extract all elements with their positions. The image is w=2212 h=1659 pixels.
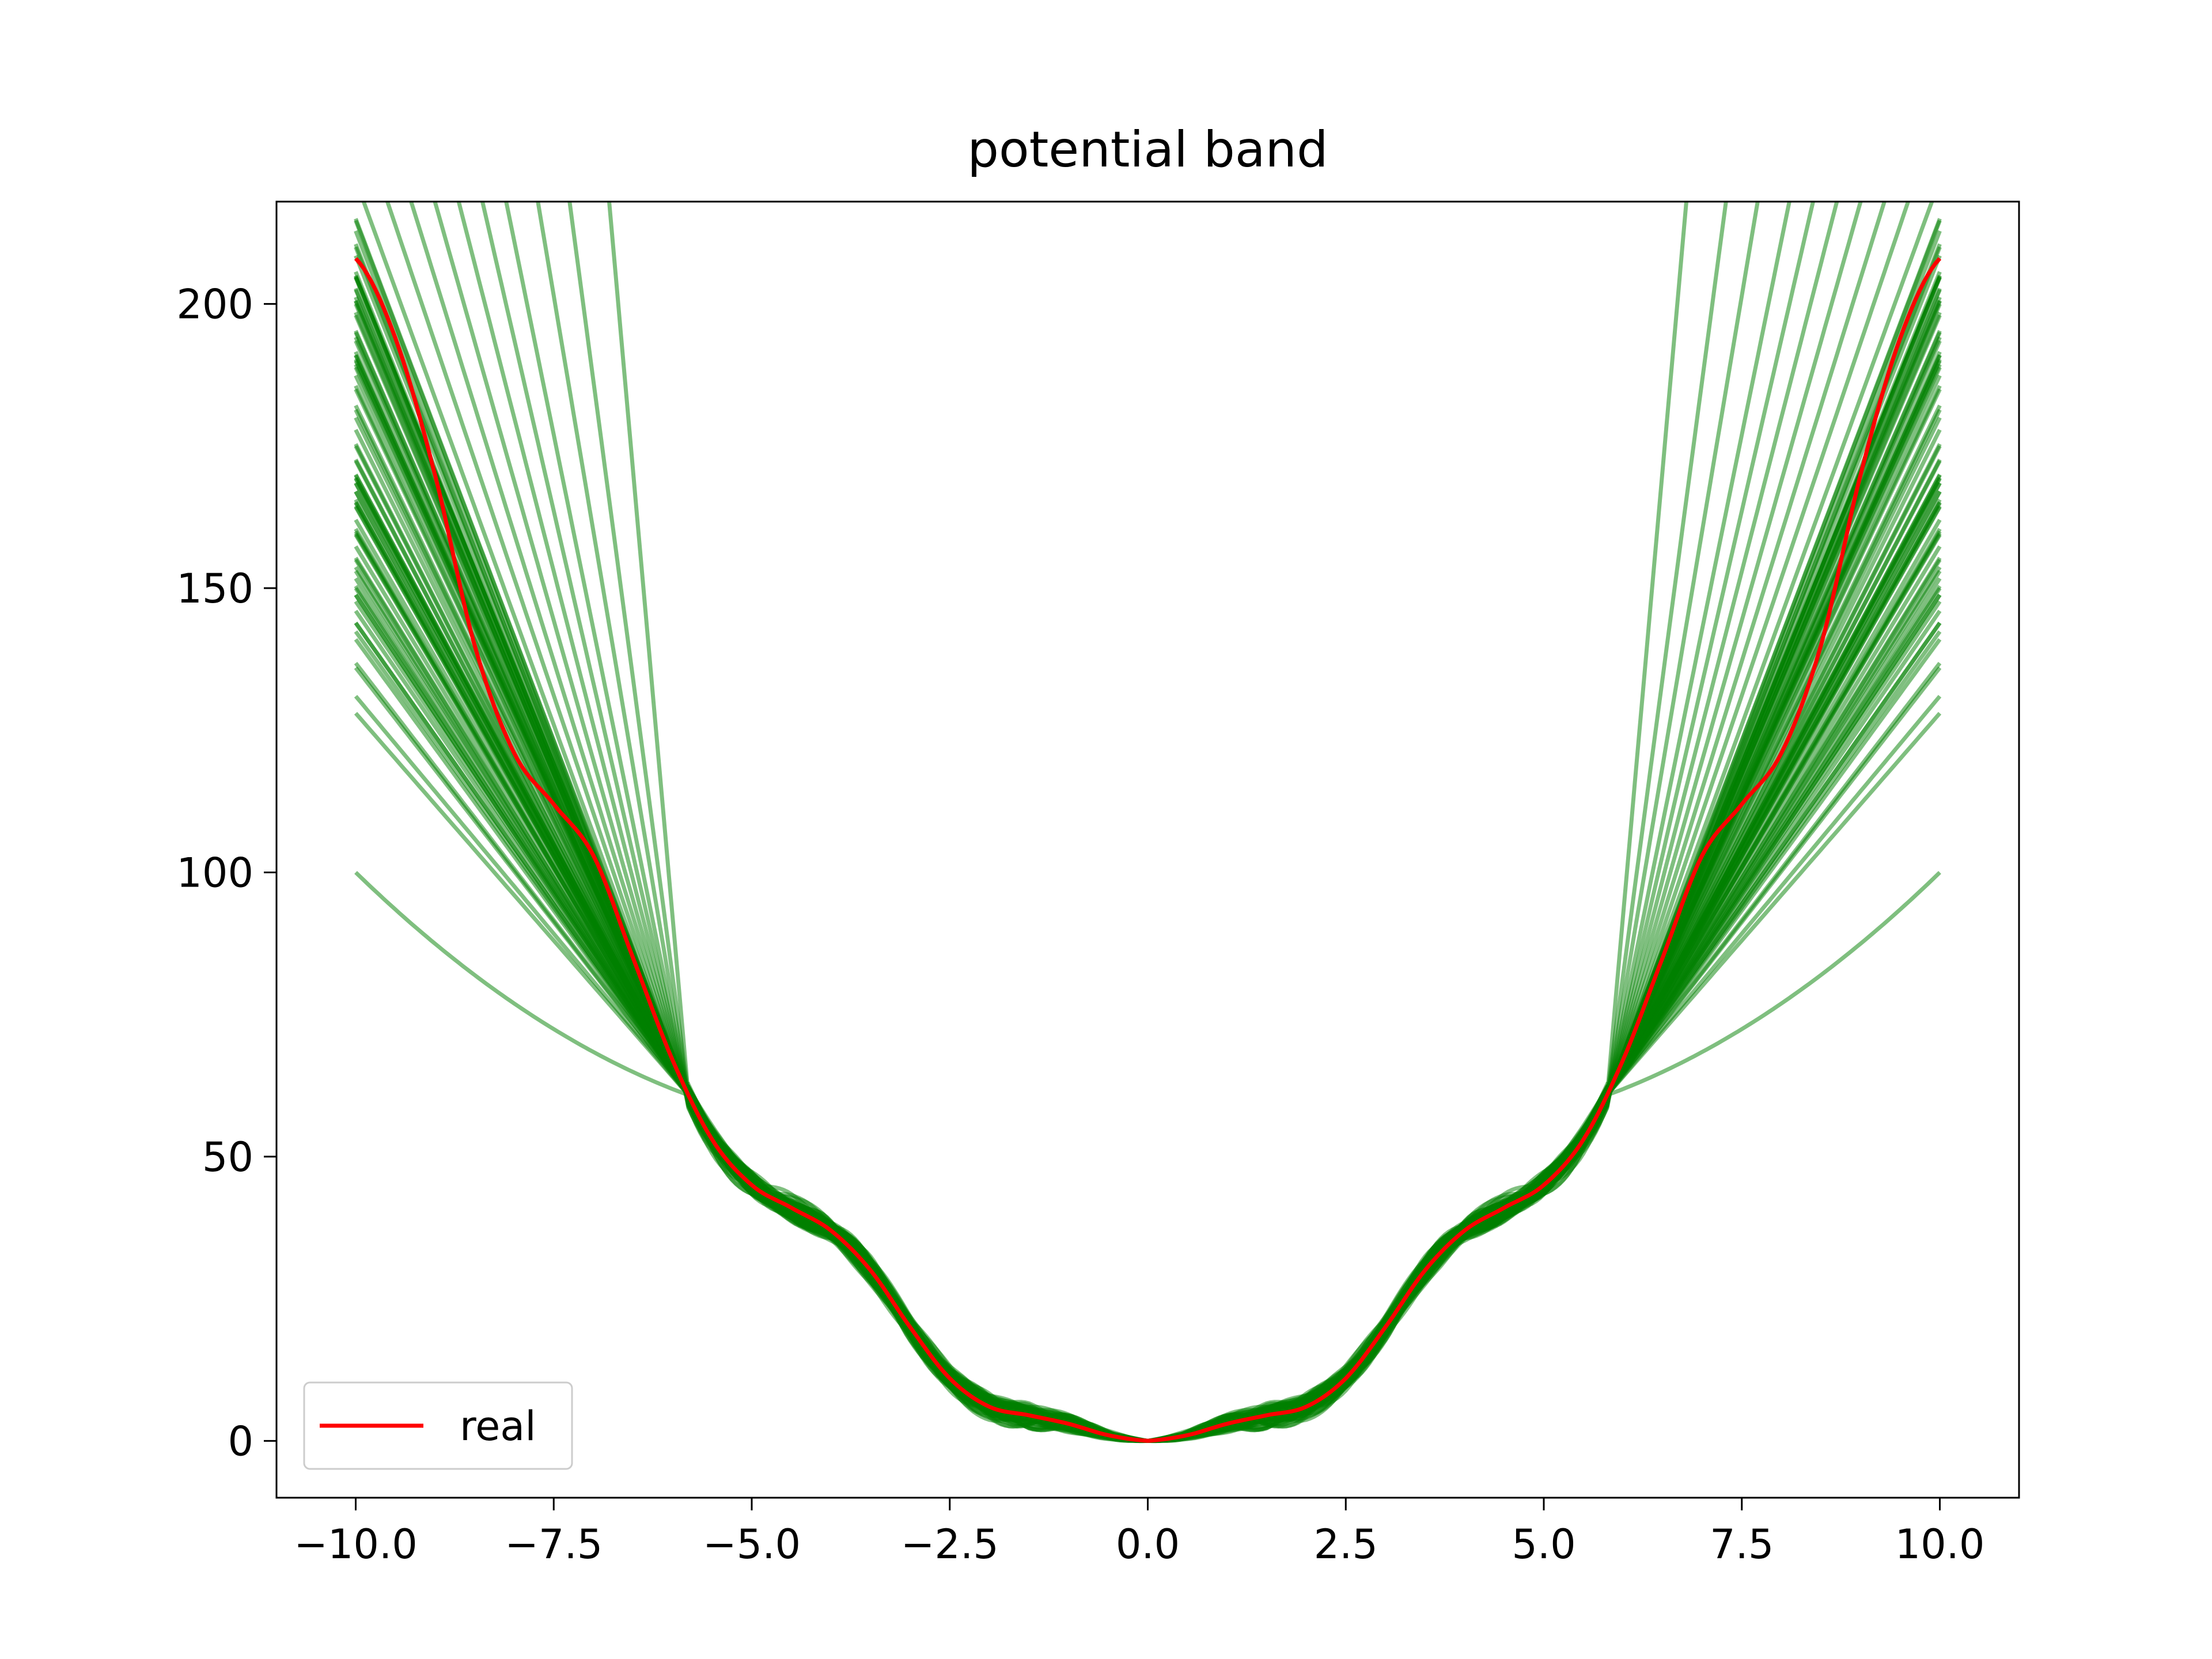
band-curve: [354, 622, 1942, 1443]
x-tick-label: −10.0: [294, 1521, 418, 1568]
band-curve: [354, 558, 1942, 1443]
real-series-line: [354, 257, 1942, 1443]
band-curve: [354, 566, 1942, 1443]
potential-band-curves: [354, 202, 1942, 1444]
x-tick-label: −7.5: [505, 1521, 603, 1568]
band-curve: [354, 287, 1942, 1443]
y-tick-label: 200: [176, 281, 253, 328]
legend: real: [303, 1381, 573, 1470]
x-tick-label: 0.0: [1116, 1521, 1180, 1568]
chart-title: potential band: [967, 121, 1328, 179]
band-curve: [354, 577, 1942, 1443]
x-tick-label: −5.0: [703, 1521, 801, 1568]
band-curve-steep: [456, 202, 1839, 1443]
band-curve: [354, 609, 1942, 1443]
x-tick-label: 2.5: [1314, 1521, 1378, 1568]
x-tick-label: −2.5: [901, 1521, 999, 1568]
band-curve: [354, 622, 1942, 1443]
band-curve: [354, 587, 1942, 1443]
band-curve: [354, 585, 1942, 1443]
x-tick-label: 5.0: [1512, 1521, 1575, 1568]
band-curve-steep: [385, 202, 1911, 1443]
band-curve: [354, 300, 1942, 1443]
x-tick-label: 7.5: [1710, 1521, 1774, 1568]
real-series-layer: [354, 257, 1942, 1443]
band-curve: [354, 711, 1942, 1444]
y-axis: 0 50 100 150 200: [176, 281, 276, 1465]
y-tick-label: 150: [176, 565, 253, 612]
band-curve: [354, 570, 1942, 1443]
legend-real-label: real: [460, 1403, 536, 1450]
y-tick-label: 100: [176, 849, 253, 896]
y-tick-label: 50: [202, 1134, 253, 1181]
y-tick-label: 0: [228, 1418, 253, 1465]
x-tick-label: 10.0: [1895, 1521, 1985, 1568]
x-axis: −10.0 −7.5 −5.0 −2.5 0.0 2.5 5.0 7.5 10.0: [294, 1498, 1984, 1568]
legend-box: [303, 1381, 573, 1470]
